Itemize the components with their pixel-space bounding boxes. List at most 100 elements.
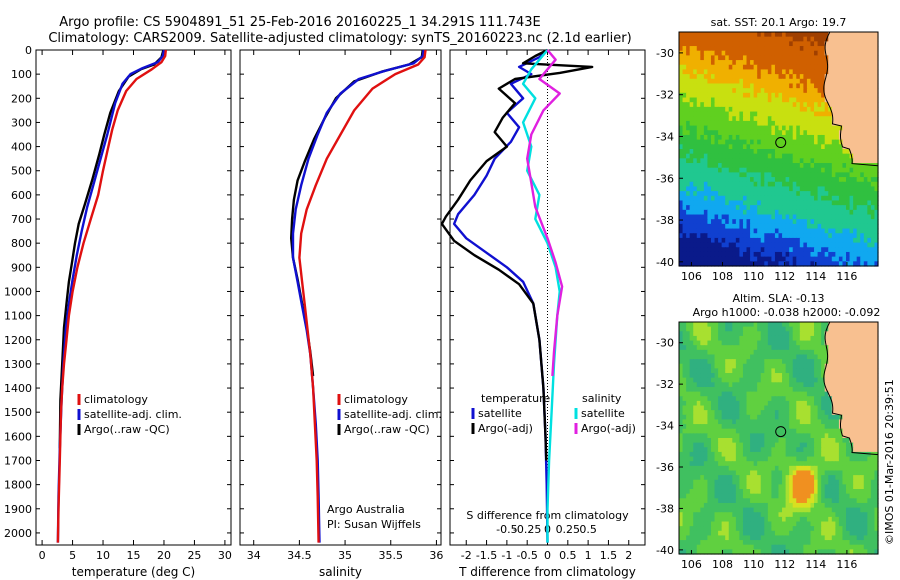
map-cell xyxy=(838,153,844,159)
map-cell xyxy=(846,261,851,267)
map-cell xyxy=(725,106,730,113)
map-cell xyxy=(703,149,709,155)
map-cell xyxy=(842,78,847,85)
map-cell xyxy=(792,130,797,136)
map-cell xyxy=(835,382,840,388)
map-cell xyxy=(838,106,844,113)
map-cell xyxy=(806,191,812,197)
map-cell xyxy=(846,475,851,481)
map-cell xyxy=(785,438,790,444)
map-cell xyxy=(856,205,861,211)
map-cell xyxy=(785,405,790,411)
map-cell xyxy=(856,419,861,425)
map-cell xyxy=(746,125,751,131)
map-cell xyxy=(870,205,876,211)
map-cell xyxy=(700,111,705,117)
map-cell xyxy=(721,261,726,267)
map-cell xyxy=(753,386,758,393)
map-cell xyxy=(746,368,751,374)
map-cell xyxy=(870,177,876,183)
map-cell xyxy=(806,219,812,225)
map-cell xyxy=(824,419,829,425)
map-cell xyxy=(700,400,705,407)
map-cell xyxy=(714,92,719,99)
map-cell xyxy=(824,396,829,402)
map-cell xyxy=(696,242,701,248)
map-cell xyxy=(710,144,716,150)
map-cell xyxy=(774,153,780,159)
map-cell xyxy=(774,125,780,131)
map-cell xyxy=(721,242,726,248)
map-cell xyxy=(753,419,758,425)
map-cell xyxy=(710,368,716,374)
map-cell xyxy=(821,400,826,407)
map-cell xyxy=(796,83,801,89)
map-cell xyxy=(750,191,755,197)
map-cell xyxy=(863,228,868,234)
map-cell xyxy=(810,125,815,131)
map-cell xyxy=(860,209,865,216)
map-cell xyxy=(838,326,844,332)
map-cell xyxy=(739,373,744,379)
map-cell xyxy=(817,414,822,421)
map-cell xyxy=(693,167,698,173)
map-cell xyxy=(814,139,819,145)
map-cell xyxy=(853,125,858,131)
map-cell xyxy=(867,102,872,108)
map-cell xyxy=(803,200,808,206)
map-cell xyxy=(835,181,840,188)
map-cell xyxy=(806,64,812,71)
map-cell xyxy=(732,214,737,220)
map-cell xyxy=(849,83,854,89)
map-cell xyxy=(703,354,709,360)
map-cell xyxy=(757,153,762,159)
map-cell xyxy=(824,116,829,122)
map-cell xyxy=(806,111,812,117)
map-cell xyxy=(782,125,787,131)
map-cell xyxy=(810,219,815,225)
map-cell xyxy=(721,32,726,38)
map-cell xyxy=(789,363,794,369)
map-cell xyxy=(846,116,851,122)
map-cell xyxy=(846,377,851,383)
y-tick-label: 1500 xyxy=(4,406,32,419)
map-cell xyxy=(778,242,783,248)
map-cell xyxy=(778,167,783,173)
map-cell xyxy=(856,120,861,127)
map-cell xyxy=(714,396,719,402)
map-cell xyxy=(760,158,765,164)
map-cell xyxy=(782,223,787,230)
map-cell xyxy=(700,209,705,216)
map-cell xyxy=(838,163,844,169)
map-cell xyxy=(679,447,684,453)
map-cell xyxy=(682,64,687,71)
map-cell xyxy=(682,74,687,80)
map-cell xyxy=(686,205,691,211)
map-cell xyxy=(789,326,794,332)
map-cell xyxy=(757,200,762,206)
map-cell xyxy=(831,64,836,71)
map-cell xyxy=(863,233,868,239)
map-cell xyxy=(853,419,858,425)
map-cell xyxy=(849,55,854,61)
map-cell xyxy=(803,32,808,38)
map-cell xyxy=(846,331,851,337)
map-cell xyxy=(785,410,790,416)
map-cell xyxy=(810,172,815,178)
map-cell xyxy=(856,153,861,159)
map-cell xyxy=(796,247,801,253)
map-cell xyxy=(867,247,872,253)
map-cell xyxy=(774,456,780,462)
map-cell xyxy=(771,451,776,458)
map-cell xyxy=(821,116,826,122)
map-cell xyxy=(817,400,822,407)
map-cell xyxy=(842,465,847,472)
map-cell xyxy=(824,251,829,258)
map-cell xyxy=(707,456,712,462)
map-cell xyxy=(782,442,787,448)
x-tick-label: -0.5 xyxy=(516,549,537,562)
map-cell xyxy=(831,451,836,458)
map-cell xyxy=(774,410,780,416)
map-cell xyxy=(760,200,765,206)
map-cell xyxy=(867,326,872,332)
